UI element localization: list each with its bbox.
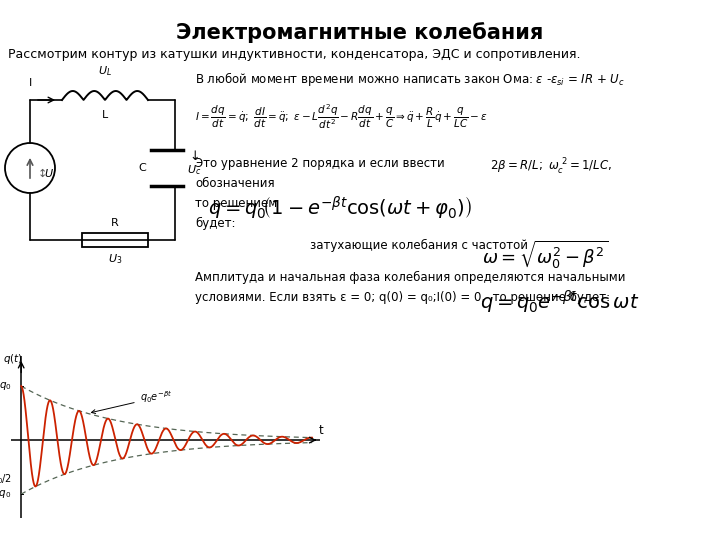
Text: то решением: то решением [195, 197, 277, 210]
Text: R: R [111, 218, 119, 228]
Text: Амплитуда и начальная фаза колебания определяются начальными: Амплитуда и начальная фаза колебания опр… [195, 271, 626, 284]
Text: L: L [102, 110, 108, 120]
Text: Электромагнитные колебания: Электромагнитные колебания [176, 22, 544, 43]
Bar [82, 233, 148, 247]
Text: Рассмотрим контур из катушки индуктивности, конденсатора, ЭДС и сопротивления.: Рассмотрим контур из катушки индуктивнос… [8, 48, 580, 61]
Text: I: I [28, 78, 32, 88]
Text: $q_0/2$: $q_0/2$ [0, 472, 12, 486]
Text: Это уравнение 2 порядка и если ввести: Это уравнение 2 порядка и если ввести [195, 157, 445, 170]
Text: $U_3$: $U_3$ [108, 252, 122, 266]
Text: $q = q_0 e^{-\beta t}\cos\omega t$: $q = q_0 e^{-\beta t}\cos\omega t$ [480, 289, 639, 316]
Text: $I = \dfrac{dq}{dt} = \dot{q};\ \dfrac{dI}{dt} = \ddot{q};\ \varepsilon - L\dfra: $I = \dfrac{dq}{dt} = \dot{q};\ \dfrac{d… [195, 102, 488, 131]
Text: $q(t)$: $q(t)$ [3, 352, 23, 366]
Text: $U_c$: $U_c$ [187, 163, 202, 177]
Text: $U_L$: $U_L$ [98, 64, 112, 78]
Text: $-q_0$: $-q_0$ [0, 488, 12, 500]
Text: $2\beta = R /L;\ \omega_c^{\ 2} = 1/LC,$: $2\beta = R /L;\ \omega_c^{\ 2} = 1/LC,$ [490, 157, 612, 177]
Text: обозначения: обозначения [195, 177, 274, 190]
Text: C: C [138, 163, 146, 173]
Text: $\updownarrow$: $\updownarrow$ [35, 167, 46, 179]
Text: $U$: $U$ [44, 167, 54, 179]
Text: затухающие колебания с частотой: затухающие колебания с частотой [310, 239, 528, 252]
Text: $q_0$: $q_0$ [0, 380, 12, 392]
Text: t: t [319, 424, 324, 437]
Text: $q_0 e^{-\beta t}$: $q_0 e^{-\beta t}$ [91, 390, 172, 414]
Text: $q = q_0\!\left(1 - e^{-\beta t}\cos(\omega t + \varphi_0)\right)$: $q = q_0\!\left(1 - e^{-\beta t}\cos(\om… [208, 195, 472, 222]
Text: будет:: будет: [195, 217, 235, 230]
Text: условиями. Если взять ε = 0; q(0) = q₀;I(0) = 0,  то решение будет:: условиями. Если взять ε = 0; q(0) = q₀;I… [195, 291, 610, 304]
Text: $\omega = \sqrt{\omega_0^2 - \beta^2}$: $\omega = \sqrt{\omega_0^2 - \beta^2}$ [482, 239, 608, 272]
Text: В любой момент времени можно написать закон Ома: $\varepsilon$ -$\varepsilon_{si: В любой момент времени можно написать за… [195, 70, 625, 88]
Text: $\downarrow$: $\downarrow$ [187, 149, 199, 163]
